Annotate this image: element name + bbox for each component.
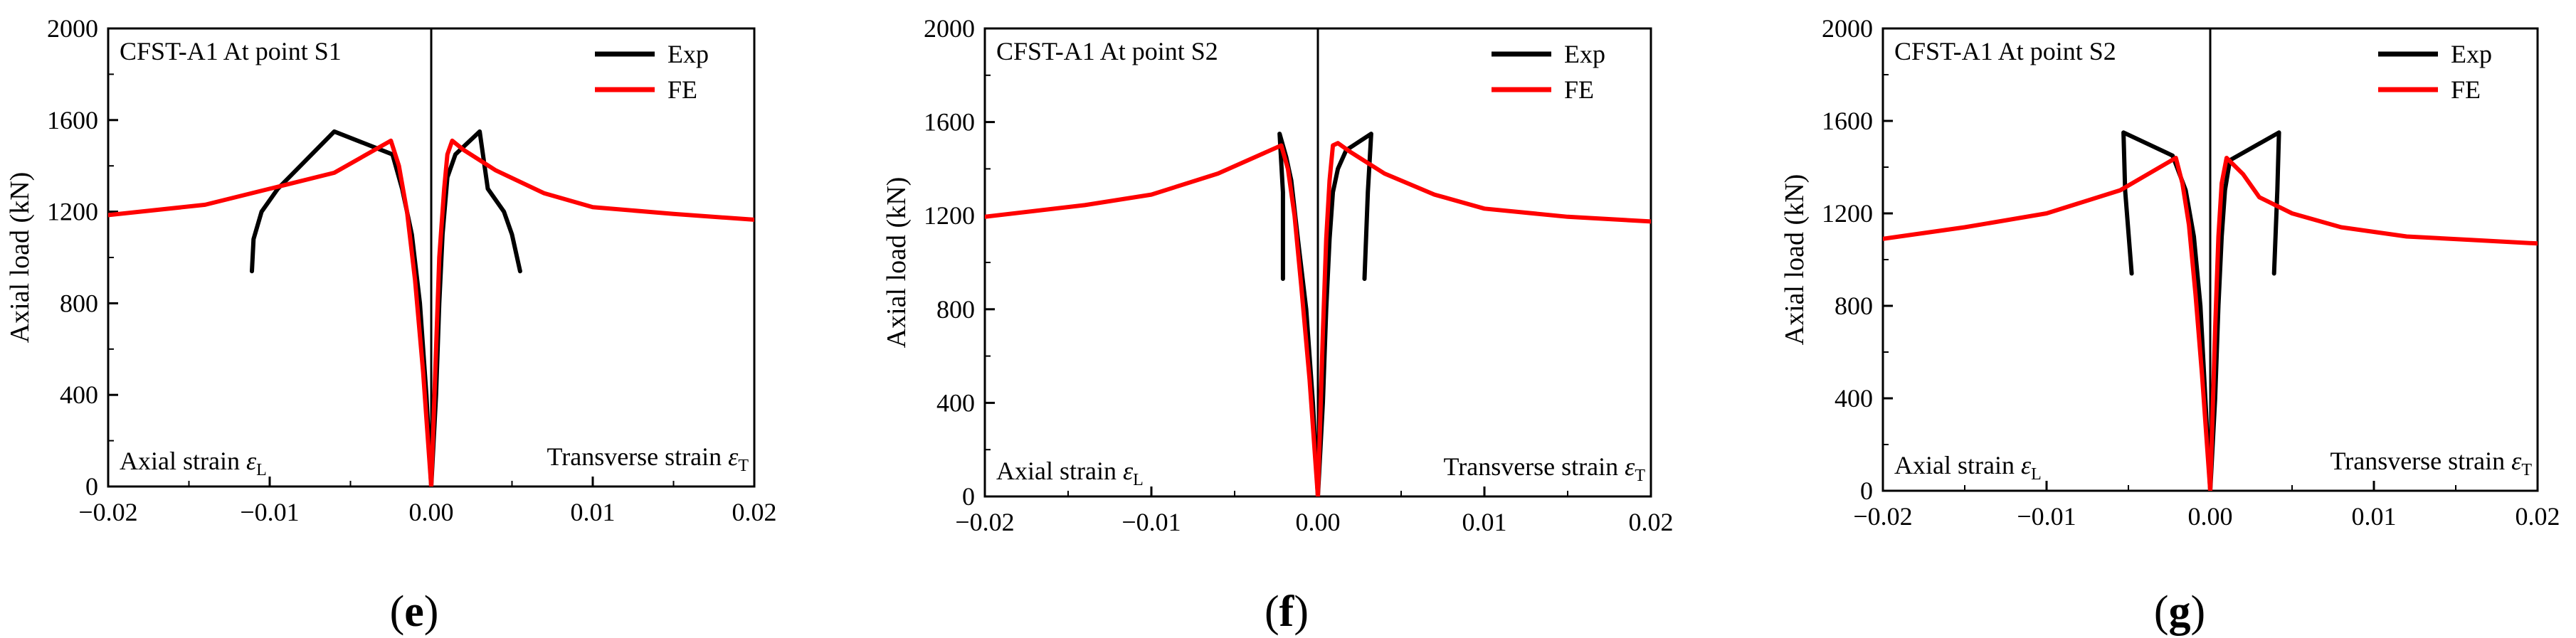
x-tick-label: 0.01 bbox=[1462, 508, 1507, 536]
y-tick-label: 400 bbox=[60, 381, 98, 409]
y-tick-label: 0 bbox=[962, 482, 975, 511]
y-tick-label: 0 bbox=[85, 472, 98, 501]
y-tick-label: 400 bbox=[936, 388, 975, 417]
legend-label-fe: FE bbox=[2451, 75, 2481, 104]
x-tick-label: 0.00 bbox=[409, 498, 454, 526]
series-fe-axial bbox=[985, 143, 1320, 496]
y-tick-label: 1200 bbox=[924, 201, 975, 230]
y-axis-label: Axial load (kN) bbox=[882, 177, 912, 349]
legend-label-exp: Exp bbox=[1564, 40, 1605, 68]
chart-title: CFST-A1 At point S2 bbox=[1894, 37, 2116, 65]
y-tick-label: 0 bbox=[1860, 477, 1873, 505]
legend-label-exp: Exp bbox=[667, 40, 709, 68]
legend: Exp FE bbox=[1492, 40, 1605, 104]
series-fe-transverse bbox=[429, 138, 754, 487]
y-tick-label: 1200 bbox=[1822, 199, 1873, 228]
y-tick-label: 800 bbox=[60, 289, 98, 317]
y-tick-label: 1200 bbox=[47, 198, 98, 226]
axial-strain-label: Axial strain εL bbox=[1894, 451, 2042, 484]
series-exp-transverse bbox=[2208, 130, 2281, 491]
y-tick-label: 1600 bbox=[47, 106, 98, 134]
plot-area bbox=[108, 129, 754, 487]
series-fe-axial bbox=[108, 138, 433, 487]
y-tick-label: 800 bbox=[936, 295, 975, 324]
x-tick-label: −0.01 bbox=[1121, 508, 1181, 536]
legend-label-fe: FE bbox=[1564, 75, 1594, 104]
legend: Exp FE bbox=[2378, 40, 2492, 104]
series-fe-axial bbox=[1883, 156, 2212, 491]
x-tick-label: 0.00 bbox=[2188, 502, 2233, 531]
x-tick-label: −0.01 bbox=[2017, 502, 2076, 531]
chart-panel-1: 0 400 800 1200 1600 2000 −0.02 −0.01 0.00 0.01 0.0… bbox=[5, 14, 777, 636]
x-tick-label: −0.02 bbox=[955, 508, 1014, 536]
transverse-strain-label: Transverse strain εT bbox=[1444, 452, 1646, 485]
y-tick-label: 1600 bbox=[924, 108, 975, 137]
y-tick-label: 1600 bbox=[1822, 107, 1873, 135]
axial-strain-label: Axial strain εL bbox=[120, 447, 267, 479]
legend: Exp FE bbox=[595, 40, 709, 104]
series-fe-transverse bbox=[2208, 156, 2538, 491]
legend-label-fe: FE bbox=[667, 75, 697, 104]
y-tick-label: 2000 bbox=[1822, 14, 1873, 43]
series-exp-axial bbox=[250, 129, 433, 487]
legend-label-exp: Exp bbox=[2451, 40, 2492, 68]
series-fe-transverse bbox=[1316, 141, 1651, 496]
y-axis-label: Axial load (kN) bbox=[1780, 174, 1810, 346]
x-tick-label: 0.02 bbox=[2516, 502, 2560, 531]
chart-panel-3: 0 400 800 1200 1600 2000 −0.02 −0.01 0.00 0.01 0.0… bbox=[1780, 14, 2560, 636]
chart-title: CFST-A1 At point S1 bbox=[120, 37, 342, 65]
x-tick-label: −0.02 bbox=[1853, 502, 1912, 531]
series-exp-axial bbox=[2121, 130, 2212, 491]
panel-label: (f) bbox=[1265, 588, 1309, 636]
y-tick-label: 2000 bbox=[47, 14, 98, 43]
x-tick-label: 0.02 bbox=[1629, 508, 1674, 536]
plot-area bbox=[985, 132, 1651, 496]
chart-title: CFST-A1 At point S2 bbox=[996, 37, 1218, 65]
axial-strain-label: Axial strain εL bbox=[996, 457, 1144, 489]
x-tick-label: 0.00 bbox=[1296, 508, 1341, 536]
panel-label: (g) bbox=[2154, 588, 2205, 636]
y-axis-label: Axial load (kN) bbox=[5, 172, 35, 344]
plot-area bbox=[1883, 130, 2538, 491]
transverse-strain-label: Transverse strain εT bbox=[547, 442, 749, 475]
x-tick-label: 0.02 bbox=[732, 498, 777, 526]
chart-panel-2: 0 400 800 1200 1600 2000 −0.02 −0.01 0.00 0.01 0.0… bbox=[882, 14, 1674, 636]
y-tick-label: 400 bbox=[1835, 384, 1873, 413]
x-tick-label: −0.01 bbox=[240, 498, 299, 526]
panel-label: (e) bbox=[390, 588, 439, 636]
transverse-strain-label: Transverse strain εT bbox=[2330, 447, 2533, 479]
x-tick-label: 0.01 bbox=[2352, 502, 2397, 531]
x-tick-label: −0.02 bbox=[78, 498, 137, 526]
x-tick-label: 0.01 bbox=[571, 498, 616, 526]
y-tick-label: 800 bbox=[1835, 292, 1873, 320]
y-tick-label: 2000 bbox=[924, 14, 975, 43]
